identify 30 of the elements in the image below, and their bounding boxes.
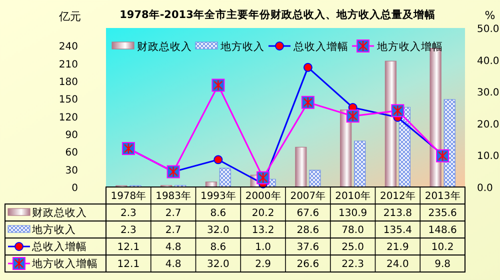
y-tick-label: 90 — [65, 130, 78, 141]
y2-axis-title: % — [484, 9, 496, 22]
x-tick-label: 1978年 — [110, 190, 146, 202]
y2-tick-label: 0.0 — [477, 183, 493, 194]
x-tick-label: 1983年 — [156, 190, 192, 202]
legend-label: 总收入增幅 — [292, 40, 348, 53]
y2-tick-label: 50.0 — [477, 24, 500, 35]
y2-tick-label: 10.0 — [477, 151, 500, 162]
legend-label: 地方收入 — [220, 40, 264, 53]
y-tick-label: 150 — [58, 94, 78, 106]
y2-tick-label: 30.0 — [477, 88, 500, 99]
x-tick-label: 2000年 — [245, 190, 281, 202]
y-tick-label: 240 — [58, 42, 78, 53]
legend-label: 地方收入增幅 — [376, 40, 443, 53]
y-tick-label: 30 — [65, 165, 78, 176]
x-tick-label: 2013年 — [424, 190, 460, 202]
y-tick-label: 0 — [72, 183, 78, 194]
y-tick-label: 180 — [58, 77, 78, 88]
y2-tick-label: 20.0 — [477, 119, 500, 130]
y-axis-title: 亿元 — [58, 10, 81, 23]
y-tick-label: 210 — [58, 59, 78, 70]
x-tick-label: 2010年 — [335, 190, 371, 202]
y-tick-label: 120 — [58, 112, 78, 124]
y2-tick-label: 40.0 — [477, 56, 500, 67]
x-tick-label: 2012年 — [380, 190, 416, 202]
legend-label: 财政总收入 — [137, 40, 192, 53]
x-tick-label: 2007年 — [290, 190, 326, 202]
y-tick-label: 60 — [65, 148, 78, 159]
chart-title: 1978年-2013年全市主要年份财政总收入、地方收入总量及增幅 — [120, 8, 436, 21]
x-tick-label: 1993年 — [200, 190, 236, 202]
